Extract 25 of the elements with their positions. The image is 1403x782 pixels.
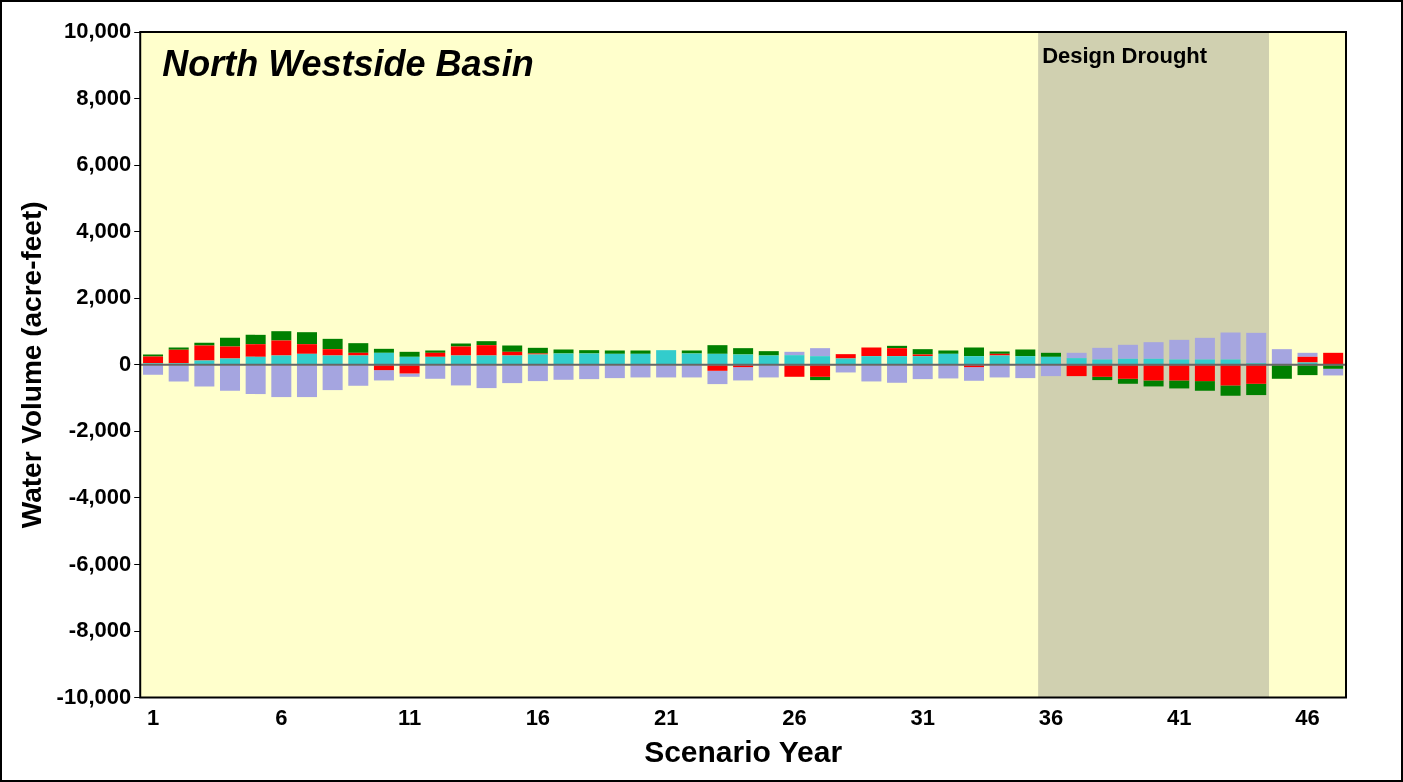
x-tick-label: 1 bbox=[146, 704, 160, 730]
y-tick-label: -2,000 bbox=[68, 417, 132, 443]
y-tick-label: -8,000 bbox=[68, 617, 132, 643]
chart-title: North Westside Basin bbox=[162, 42, 534, 84]
x-tick-label: 46 bbox=[1295, 704, 1320, 730]
y-tick-label: 0 bbox=[118, 350, 132, 376]
y-tick-label: 10,000 bbox=[63, 18, 132, 44]
x-tick-label: 21 bbox=[653, 704, 679, 730]
band-label: Design Drought bbox=[1042, 43, 1208, 69]
y-tick-label: -10,000 bbox=[56, 683, 132, 709]
y-tick-label: 6,000 bbox=[76, 151, 132, 177]
y-tick-label: 2,000 bbox=[76, 284, 132, 310]
y-tick-label: -6,000 bbox=[68, 550, 132, 576]
y-tick-label: -4,000 bbox=[68, 483, 132, 509]
y-axis-title: Water Volume (acre-feet) bbox=[15, 201, 47, 529]
x-tick-label: 6 bbox=[275, 704, 288, 730]
y-tick-label: 8,000 bbox=[76, 84, 132, 110]
x-tick-label: 31 bbox=[910, 704, 935, 730]
x-tick-label: 41 bbox=[1167, 704, 1192, 730]
x-tick-label: 16 bbox=[525, 704, 551, 730]
x-axis-title: Scenario Year bbox=[644, 735, 843, 769]
y-tick-label: 4,000 bbox=[76, 217, 132, 243]
x-tick-label: 26 bbox=[782, 704, 807, 730]
x-tick-label: 36 bbox=[1038, 704, 1064, 730]
x-tick-label: 11 bbox=[397, 704, 422, 730]
